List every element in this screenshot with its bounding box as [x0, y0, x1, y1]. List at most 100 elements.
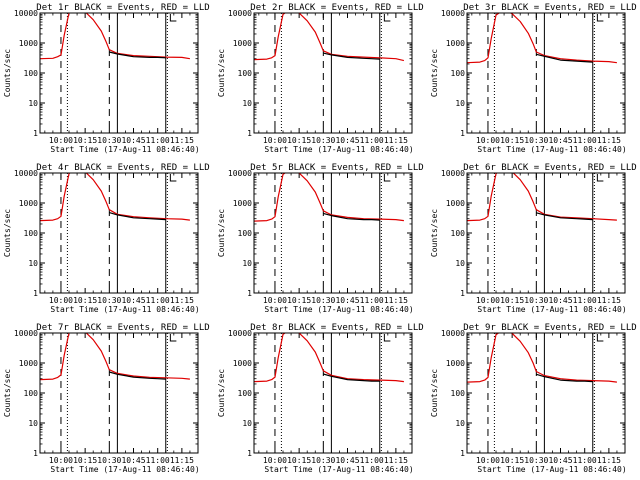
chart-panel-6: Det 6r BLACK = Events, RED = LLD Counts/s… — [430, 163, 637, 314]
y-axis-label: Counts/sec — [217, 369, 226, 417]
x-tick-label: 10:30 — [311, 456, 335, 465]
plot-frame — [39, 12, 199, 134]
series-line-lld — [254, 13, 405, 62]
chart-panel-9: Det 9r BLACK = Events, RED = LLD Counts/s… — [430, 323, 637, 474]
series-group — [254, 173, 404, 222]
series-line-lld — [40, 13, 190, 60]
y-axis-label: Counts/sec — [217, 49, 226, 97]
series-group — [467, 333, 617, 383]
series-group — [254, 333, 404, 383]
x-tick-label: 10:15 — [73, 456, 97, 465]
x-tick-label: 11:00 — [360, 136, 384, 145]
chart-title: Det 6r BLACK = Events, RED = LLD — [463, 163, 636, 173]
x-tick-label: 10:30 — [311, 296, 335, 305]
x-tick-label: 10:30 — [524, 456, 548, 465]
x-tick-label: 10:00 — [263, 456, 287, 465]
chart-title: Det 1r BLACK = Events, RED = LLD — [36, 3, 209, 13]
x-tick-label: 10:30 — [97, 456, 121, 465]
x-tick-label: 11:00 — [573, 456, 597, 465]
corner-bracket-mark — [383, 174, 391, 182]
series-line-events — [109, 371, 166, 380]
marker-lines — [487, 173, 595, 293]
x-axis-label: Start Time (17-Aug-11 08:46:40) — [264, 465, 413, 474]
x-tick-label: 10:45 — [548, 136, 572, 145]
x-tick-label: 10:45 — [335, 296, 359, 305]
y-tick-label: 100 — [24, 389, 39, 398]
x-tick-label: 11:15 — [170, 136, 194, 145]
y-axis-label: Counts/sec — [3, 49, 12, 97]
y-tick-label: 10 — [455, 259, 465, 268]
y-tick-label: 10000 — [441, 9, 465, 18]
marker-lines — [60, 13, 168, 133]
chart-panel-3: Det 3r BLACK = Events, RED = LLD Counts/s… — [430, 3, 637, 154]
corner-bracket-mark — [596, 174, 604, 182]
y-tick-label: 10 — [28, 419, 38, 428]
series-line-events — [323, 373, 380, 382]
x-tick-label: 11:15 — [597, 296, 621, 305]
x-tick-label: 10:45 — [121, 456, 145, 465]
chart-title: Det 7r BLACK = Events, RED = LLD — [36, 323, 209, 333]
corner-bracket-mark — [169, 174, 177, 182]
y-tick-label: 10 — [28, 99, 38, 108]
chart-panel-5: Det 5r BLACK = Events, RED = LLD Counts/s… — [217, 163, 424, 314]
x-tick-label: 11:00 — [360, 456, 384, 465]
y-tick-label: 1 — [33, 129, 38, 138]
y-tick-label: 100 — [24, 229, 39, 238]
plot-frame — [253, 172, 413, 294]
x-tick-label: 10:00 — [476, 456, 500, 465]
x-axis-label: Start Time (17-Aug-11 08:46:40) — [50, 465, 199, 474]
x-tick-label: 11:15 — [597, 136, 621, 145]
x-tick-label: 10:30 — [524, 296, 548, 305]
series-line-events — [323, 212, 380, 221]
series-group — [467, 13, 617, 64]
y-tick-label: 1 — [33, 289, 38, 298]
x-tick-label: 11:15 — [170, 296, 194, 305]
y-axis-label: Counts/sec — [430, 369, 439, 417]
series-line-lld — [40, 333, 190, 381]
y-tick-label: 10000 — [228, 329, 252, 338]
x-tick-label: 10:00 — [263, 136, 287, 145]
x-tick-label: 10:00 — [263, 296, 287, 305]
x-tick-label: 10:15 — [500, 456, 524, 465]
y-tick-label: 100 — [451, 229, 466, 238]
marker-lines — [274, 173, 382, 293]
series-line-events — [323, 52, 380, 60]
y-tick-label: 10000 — [228, 9, 252, 18]
y-tick-label: 10 — [455, 99, 465, 108]
x-tick-label: 10:45 — [335, 456, 359, 465]
plot-frame — [253, 12, 413, 134]
plot-frame — [466, 172, 626, 294]
x-axis-label: Start Time (17-Aug-11 08:46:40) — [50, 145, 199, 154]
y-tick-label: 100 — [451, 389, 466, 398]
corner-bracket-mark — [169, 14, 177, 22]
x-tick-label: 10:15 — [287, 456, 311, 465]
y-tick-label: 100 — [238, 229, 253, 238]
y-tick-label: 10000 — [441, 169, 465, 178]
x-tick-label: 11:15 — [384, 456, 408, 465]
y-tick-label: 10 — [28, 259, 38, 268]
plot-frame — [39, 172, 199, 294]
y-tick-label: 10 — [455, 419, 465, 428]
x-tick-label: 10:30 — [311, 136, 335, 145]
y-tick-label: 1000 — [19, 39, 38, 48]
x-axis-label: Start Time (17-Aug-11 08:46:40) — [477, 305, 626, 314]
chart-panel-8: Det 8r BLACK = Events, RED = LLD Counts/s… — [217, 323, 424, 474]
series-group — [40, 13, 190, 60]
x-tick-label: 10:15 — [73, 296, 97, 305]
y-tick-label: 1000 — [233, 199, 252, 208]
series-line-lld — [254, 333, 404, 383]
marker-lines — [60, 333, 168, 453]
y-axis-label: Counts/sec — [430, 49, 439, 97]
marker-lines — [60, 173, 168, 293]
series-line-lld — [467, 333, 617, 383]
series-line-lld — [467, 13, 617, 64]
x-tick-label: 11:15 — [384, 296, 408, 305]
corner-bracket-mark — [596, 14, 604, 22]
x-tick-label: 11:00 — [146, 456, 170, 465]
chart-title: Det 4r BLACK = Events, RED = LLD — [36, 163, 209, 173]
x-tick-label: 10:00 — [49, 456, 73, 465]
x-axis-label: Start Time (17-Aug-11 08:46:40) — [50, 305, 199, 314]
y-tick-label: 100 — [238, 69, 253, 78]
y-tick-label: 1 — [460, 289, 465, 298]
marker-lines — [487, 333, 595, 453]
